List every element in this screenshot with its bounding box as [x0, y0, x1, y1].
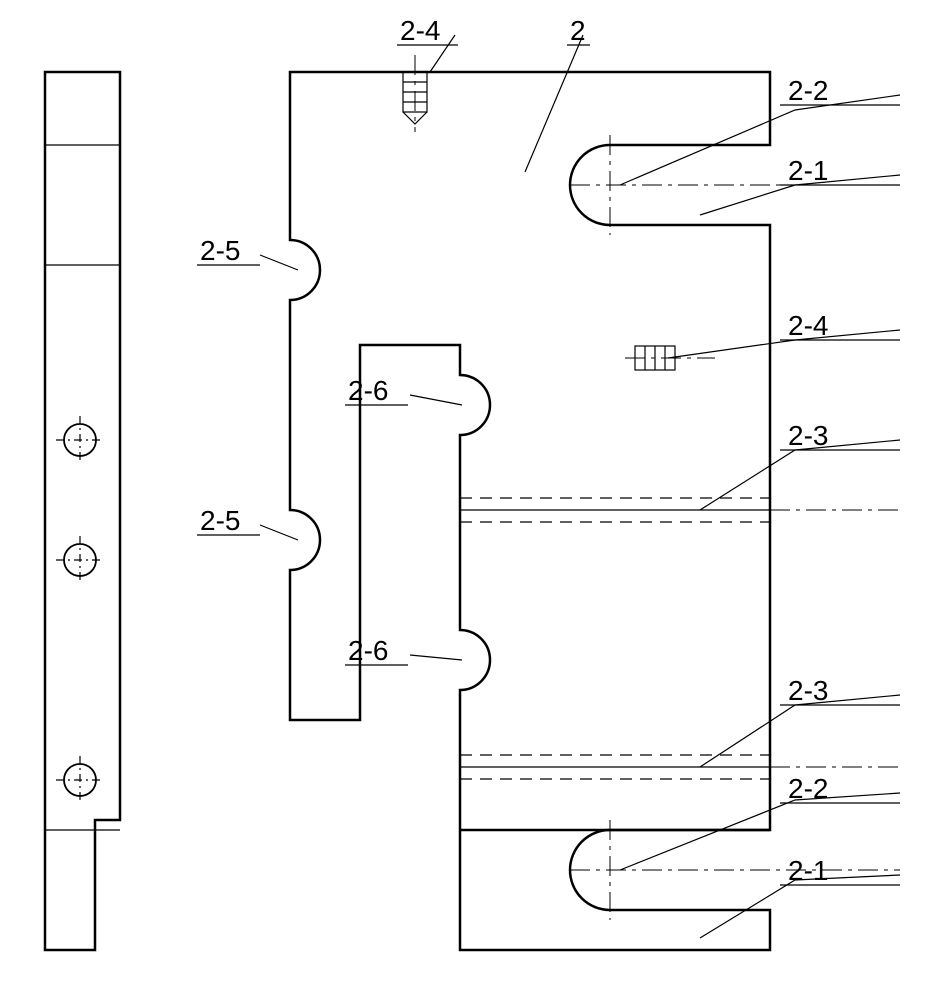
label-2-5-bot: 2-5 [200, 505, 240, 536]
label-2-4-top: 2-4 [400, 15, 440, 46]
label-2-2-bot: 2-2 [788, 773, 828, 804]
label-2-1-bot: 2-1 [788, 855, 828, 886]
main-view [290, 55, 900, 950]
label-2-5-top: 2-5 [200, 235, 240, 266]
left-circles [56, 416, 104, 804]
left-side-view [45, 72, 120, 950]
label-2-2-top: 2-2 [788, 75, 828, 106]
label-2: 2 [570, 15, 586, 46]
engineering-drawing: 2-4 2 2-2 2-1 2-5 2-4 2-6 2-3 2-5 2-6 2-… [0, 0, 932, 1000]
main-outline [290, 72, 770, 950]
label-2-1-top: 2-1 [788, 155, 828, 186]
screw-top [403, 55, 427, 132]
slot-centerlines [570, 135, 900, 920]
label-2-6-bot: 2-6 [348, 635, 388, 666]
label-2-3-bot: 2-3 [788, 675, 828, 706]
left-hlines [45, 145, 120, 830]
left-outline [45, 72, 120, 950]
hidden-lines [460, 498, 900, 779]
label-2-4-r: 2-4 [788, 310, 828, 341]
label-2-6-top: 2-6 [348, 375, 388, 406]
label-2-3-top: 2-3 [788, 420, 828, 451]
